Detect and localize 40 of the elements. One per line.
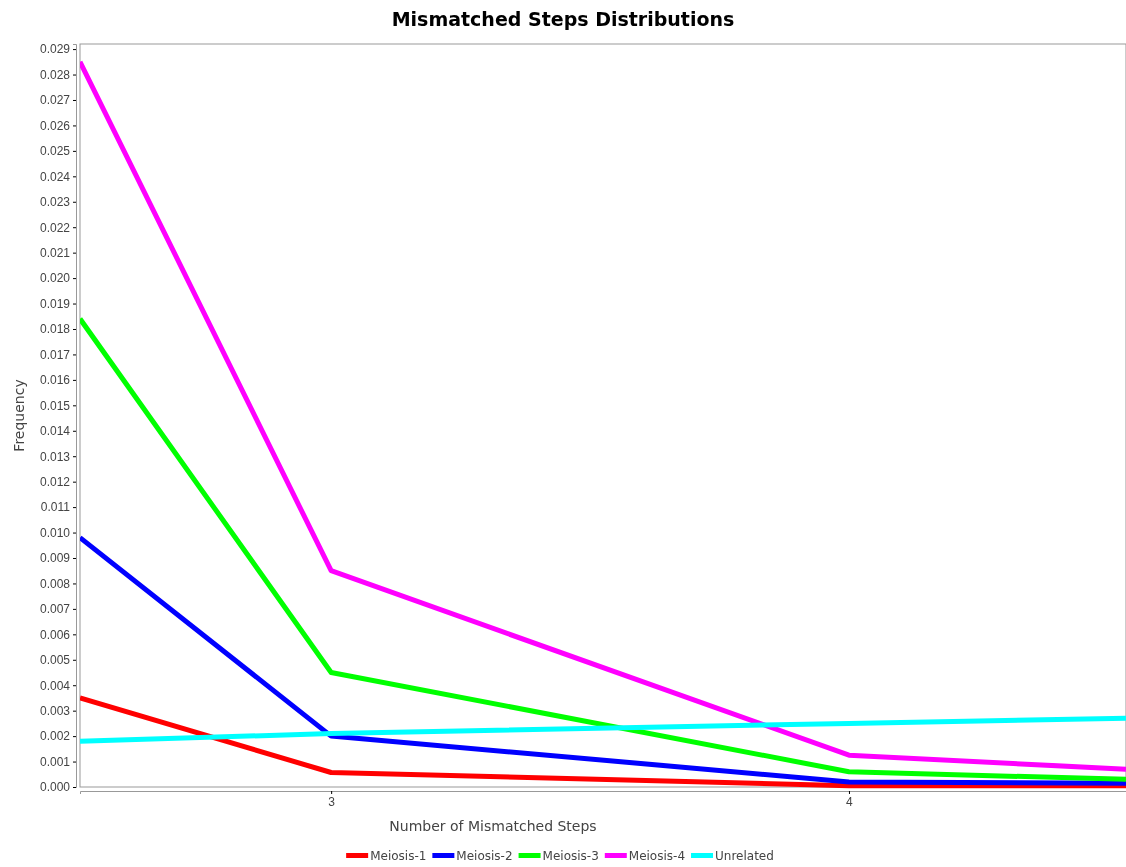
chart-title: Mismatched Steps Distributions <box>391 8 735 30</box>
y-tick-label: 0.023 <box>39 195 71 210</box>
legend-label: Unrelated <box>715 849 774 863</box>
x-tick-label: 4 <box>846 794 854 809</box>
y-tick-label: 0.007 <box>39 602 71 617</box>
y-tick-label: 0.008 <box>39 576 71 591</box>
y-tick-label: 0.029 <box>39 42 71 57</box>
y-tick-label: 0.013 <box>39 449 71 464</box>
y-tick-label: 0.018 <box>39 322 71 337</box>
y-tick-label: 0.021 <box>39 245 71 260</box>
y-tick-label: 0.022 <box>39 220 71 235</box>
y-tick-label: 0.027 <box>39 93 71 108</box>
y-tick-label: 0.014 <box>39 424 71 439</box>
y-tick-label: 0.010 <box>39 525 71 540</box>
y-tick-label: 0.012 <box>39 475 71 489</box>
y-tick-label: 0.019 <box>39 296 71 311</box>
y-tick-label: 0.016 <box>39 373 71 388</box>
legend-label: Meiosis-1 <box>370 849 427 863</box>
x-axis-title: Number of Mismatched Steps <box>389 818 597 834</box>
y-tick-label: 0.028 <box>39 67 71 82</box>
y-tick-label: 0.020 <box>39 271 71 286</box>
legend-label: Meiosis-2 <box>456 849 513 863</box>
y-tick-label: 0.025 <box>39 144 71 159</box>
y-tick-label: 0.015 <box>39 398 71 413</box>
y-tick-label: 0.006 <box>39 627 71 642</box>
y-tick-label: 0.004 <box>39 678 71 693</box>
y-tick-label: 0.001 <box>39 754 71 769</box>
legend-label: Meiosis-4 <box>628 849 686 863</box>
y-tick-label: 0.017 <box>39 347 71 362</box>
y-tick-label: 0.000 <box>39 780 71 795</box>
y-tick-label: 0.026 <box>39 118 71 133</box>
y-tick-label: 0.009 <box>39 551 71 566</box>
y-axis-title: Frequency <box>11 379 27 452</box>
y-tick-label: 0.011 <box>40 500 71 515</box>
y-tick-label: 0.024 <box>39 169 71 184</box>
y-tick-label: 0.003 <box>39 704 71 718</box>
y-tick-label: 0.002 <box>39 729 71 744</box>
legend-label: Meiosis-3 <box>542 849 599 863</box>
x-tick-label: 3 <box>328 794 336 809</box>
y-tick-label: 0.005 <box>39 653 71 668</box>
